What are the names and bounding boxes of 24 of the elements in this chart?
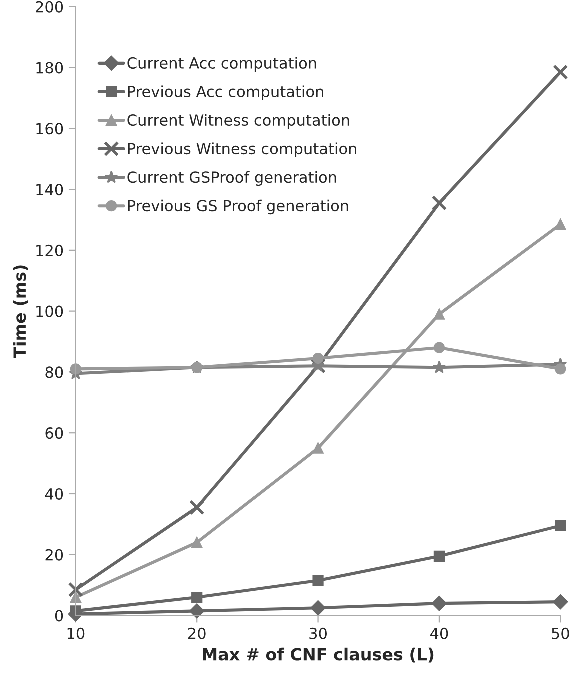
y-tick-label: 60 xyxy=(46,428,64,440)
legend-label: Previous GS Proof generation xyxy=(128,200,348,215)
y-tick-label: 100 xyxy=(36,306,64,318)
y-tick-label: 200 xyxy=(36,1,64,13)
y-tick-label: 80 xyxy=(46,366,64,378)
y-tick-label: 140 xyxy=(36,184,64,196)
y-axis-title: Time (ms) xyxy=(13,266,28,358)
legend-label: Previous Acc computation xyxy=(128,86,324,100)
x-axis-title: Max # of CNF clauses (L) xyxy=(203,648,434,663)
legend-label: Previous Witness computation xyxy=(128,142,356,158)
y-tick-label: 160 xyxy=(36,123,64,135)
x-tick-label: 30 xyxy=(310,628,327,640)
x-tick-label: 20 xyxy=(188,628,206,640)
x-tick-label: 10 xyxy=(68,628,85,640)
x-tick-label: 40 xyxy=(430,628,448,640)
legend-label: Current GSProof generation xyxy=(128,171,336,186)
legend-label: Current Acc computation xyxy=(128,57,316,72)
y-tick-label: 180 xyxy=(36,62,64,74)
y-tick-label: 20 xyxy=(46,549,64,561)
y-tick-label: 40 xyxy=(45,488,64,500)
y-tick-label: 120 xyxy=(36,244,64,256)
legend-label: Current Witness computation xyxy=(128,114,350,130)
y-tick-label: 0 xyxy=(55,610,64,622)
x-tick-label: 50 xyxy=(552,628,570,640)
